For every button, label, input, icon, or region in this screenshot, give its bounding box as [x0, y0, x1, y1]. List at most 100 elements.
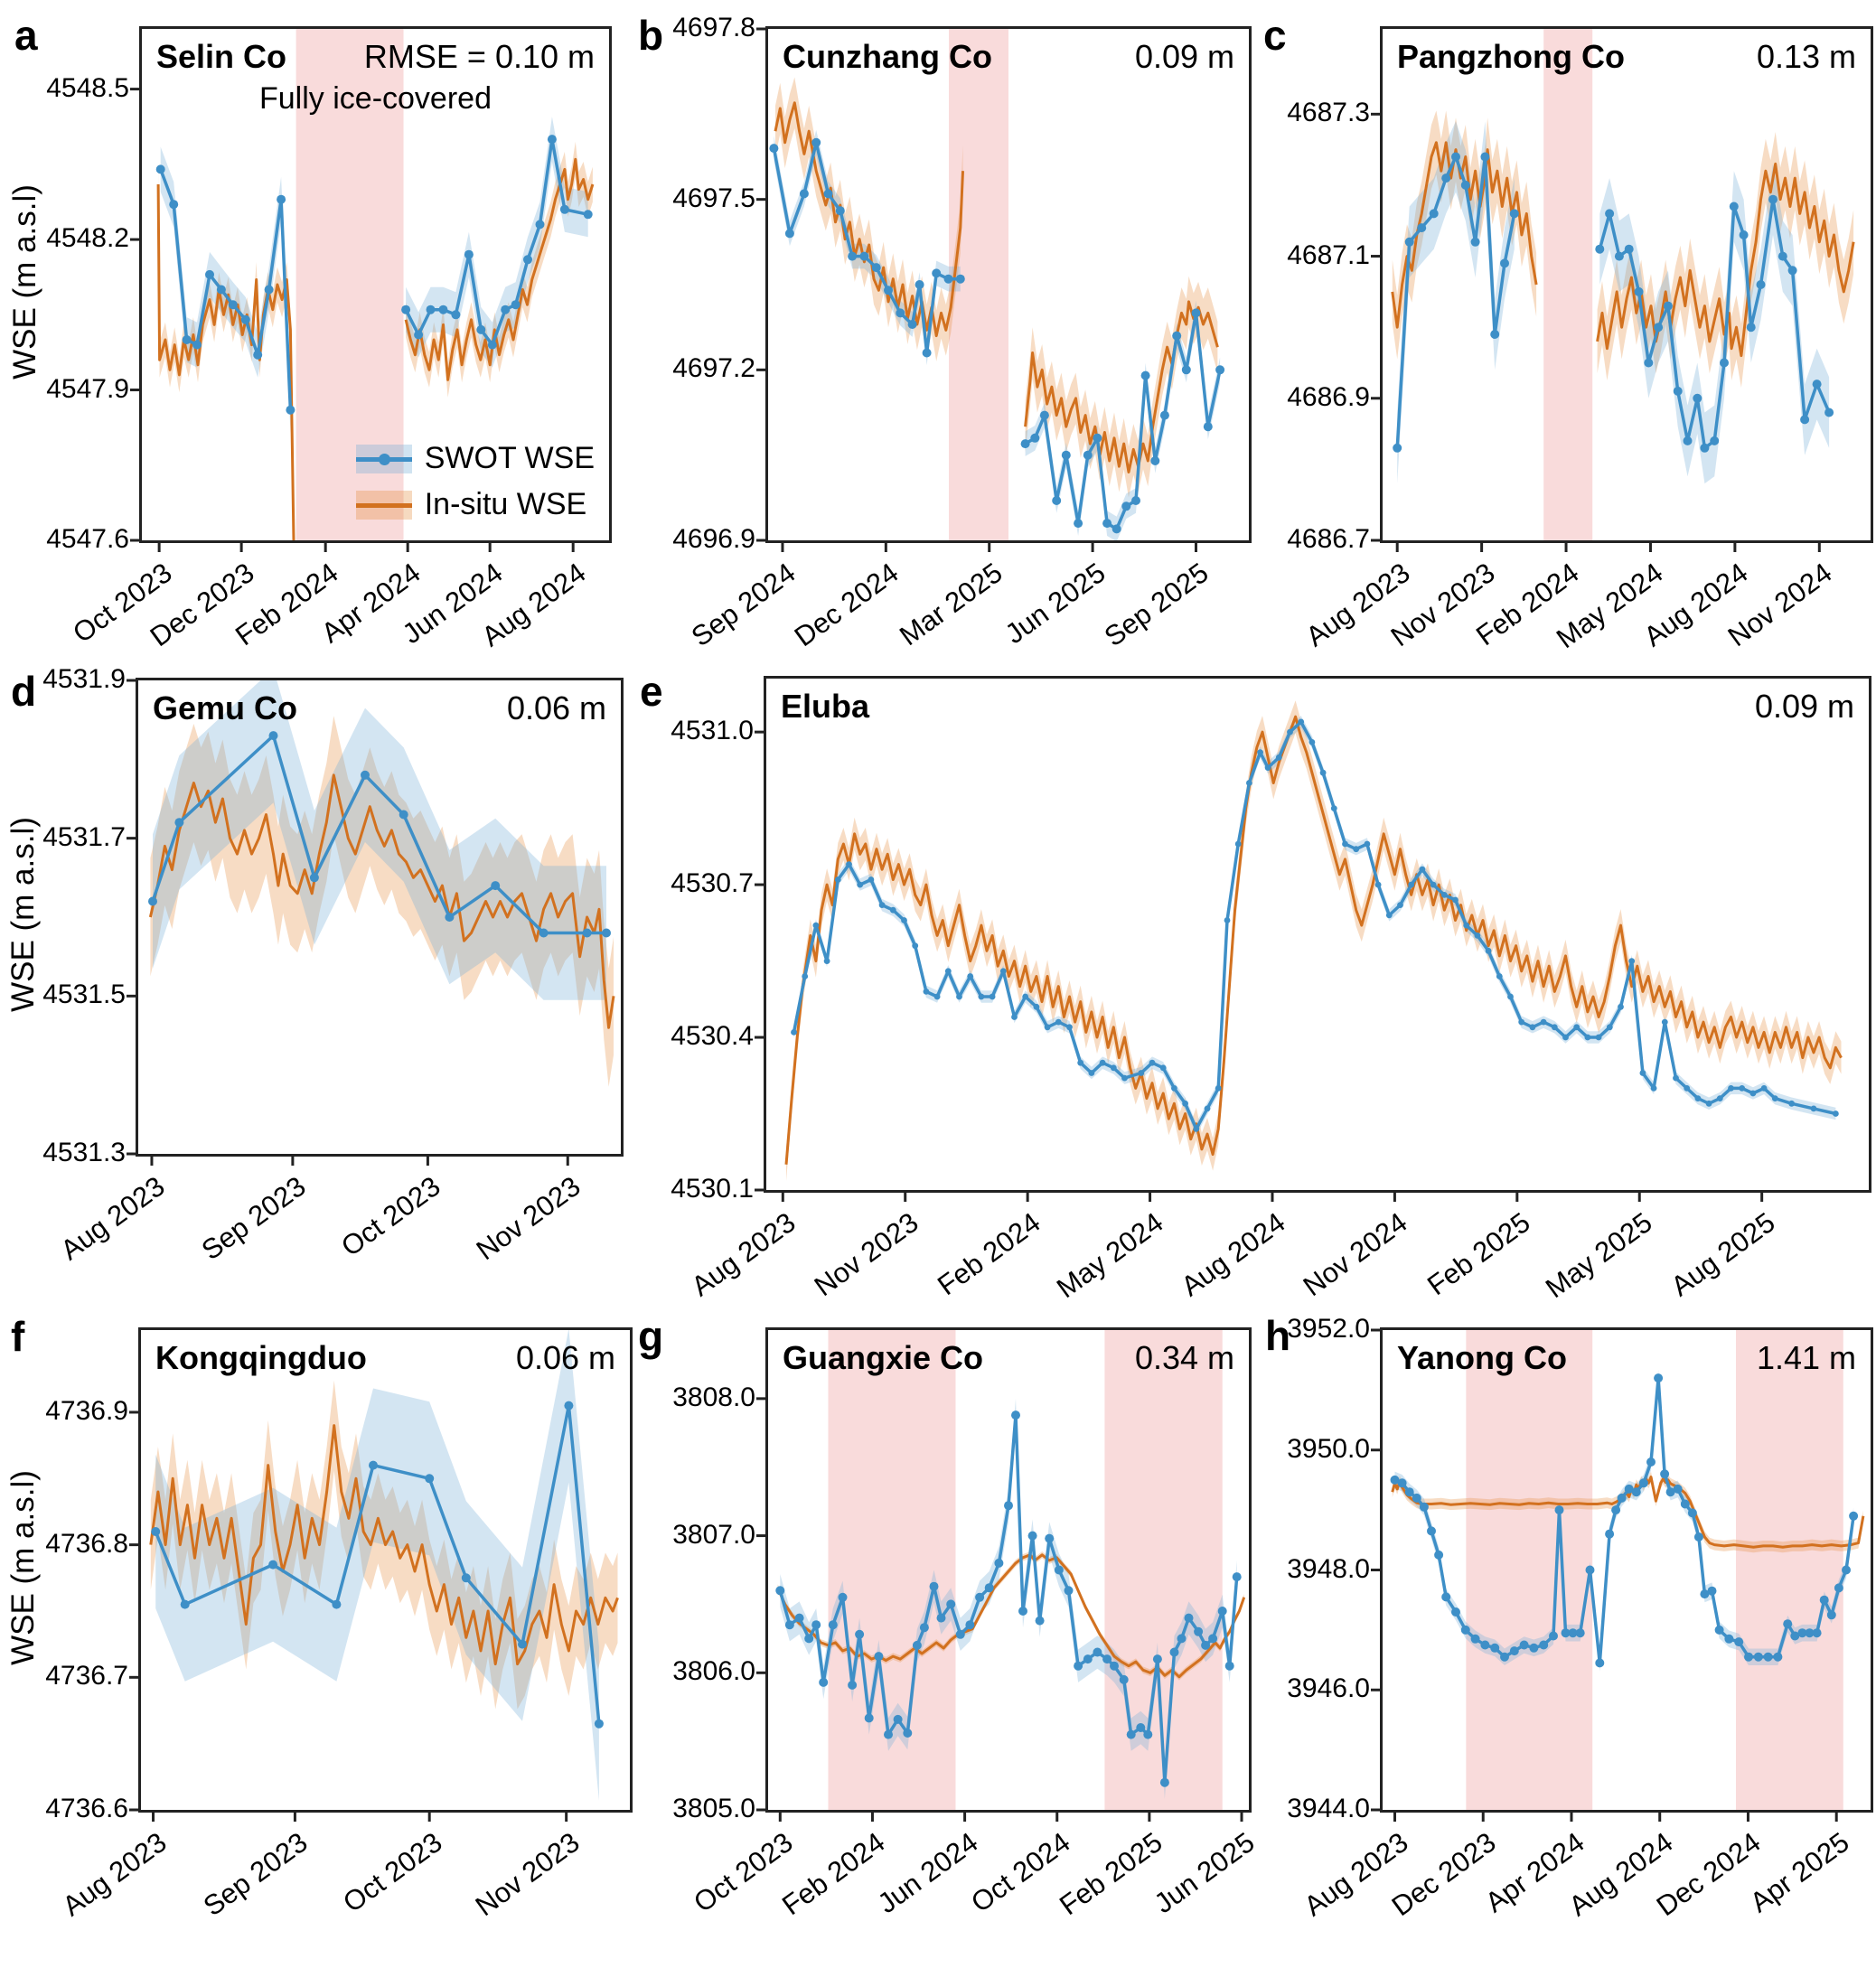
legend-item-swot: SWOT WSE — [355, 441, 595, 476]
y-axis-label-row2: WSE (m a.s.l) — [5, 817, 41, 1012]
x-tick-label: Nov 2023 — [469, 1826, 586, 1923]
x-tick-label: Jun 2025 — [999, 557, 1112, 651]
x-tick-label: May 2025 — [1540, 1206, 1658, 1305]
y-tick-label: 4686.7 — [1287, 524, 1370, 554]
panel-b-plot: Cunzhang Co 0.09 m Sep 2024 Dec 2024 Mar 2… — [672, 13, 1252, 652]
y-tick-label: 3952.0 — [1287, 1314, 1370, 1344]
panel-h-title: Yanong Co — [1397, 1339, 1567, 1376]
x-tick-label: May 2024 — [1050, 1206, 1169, 1305]
x-tick-label: Aug 2024 — [1175, 1206, 1291, 1303]
y-tick-label: 3944.0 — [1287, 1794, 1370, 1823]
x-tick-label: Aug 2023 — [685, 1206, 802, 1303]
swot-legend-label: SWOT WSE — [424, 441, 595, 475]
x-tick-label: Sep 2023 — [195, 1170, 312, 1267]
panel-f-letter: f — [11, 1313, 25, 1360]
x-tick-label: Nov 2023 — [808, 1206, 924, 1303]
panel-e-chart — [755, 700, 1843, 1202]
panel-a-letter: a — [14, 12, 38, 59]
x-tick-label: Aug 2023 — [54, 1170, 171, 1267]
y-tick-label: 4547.9 — [46, 373, 129, 404]
panel-g-plot: Guangxie Co 0.34 m Oct 2023 Feb 2024 Jun 2… — [672, 1327, 1261, 1921]
panel-a-title: Selin Co — [156, 38, 287, 75]
panel-g-rmse: 0.34 m — [1134, 1339, 1234, 1376]
x-tick-label: Feb 2025 — [1421, 1206, 1536, 1302]
y-tick-label: 4548.2 — [46, 223, 129, 254]
panel-h-rmse: 1.41 m — [1756, 1339, 1856, 1376]
panel-c-rmse: 0.13 m — [1756, 38, 1856, 75]
y-tick-label: 4548.5 — [46, 72, 129, 103]
panel-c-chart — [1371, 29, 1855, 552]
x-tick-label: Nov 2023 — [470, 1170, 586, 1267]
panel-c-plot: Pangzhong Co 0.13 m Aug 2023 Nov 2023 Feb … — [1287, 26, 1873, 654]
panel-e-title: Eluba — [781, 688, 870, 725]
panel-d-plot: Gemu Co 0.06 m Aug 2023 Sep 2023 Oct 2023 N… — [42, 664, 624, 1266]
panel-g-letter: g — [638, 1313, 664, 1360]
y-tick-label: 3948.0 — [1287, 1553, 1370, 1584]
y-tick-label: 4697.8 — [672, 13, 755, 42]
y-tick-label: 4530.7 — [671, 868, 754, 899]
swot-legend-swatch — [355, 444, 412, 473]
panel-f-title: Kongqingduo — [155, 1339, 367, 1376]
y-tick-label: 4531.0 — [671, 716, 754, 746]
panel-h-chart — [1371, 1328, 1865, 1822]
panel-g-title: Guangxie Co — [783, 1339, 984, 1376]
panel-e-letter: e — [640, 668, 663, 715]
x-tick-label: Sep 2025 — [1099, 557, 1215, 653]
x-tick-label: Feb 2024 — [932, 1206, 1046, 1302]
x-tick-label: Jun 2025 — [1148, 1826, 1261, 1920]
y-tick-label: 4687.3 — [1287, 98, 1370, 128]
y-tick-label: 3946.0 — [1287, 1673, 1370, 1704]
panel-f-chart — [129, 1330, 619, 1822]
panel-d-rmse: 0.06 m — [506, 689, 606, 726]
x-tick-label: Sep 2023 — [198, 1826, 314, 1923]
panel-d-chart — [127, 679, 615, 1166]
panel-d-title: Gemu Co — [153, 689, 298, 726]
x-tick-label: Feb 2024 — [776, 1826, 892, 1922]
panel-c-letter: c — [1263, 12, 1287, 59]
y-tick-label: 4547.6 — [46, 524, 129, 554]
ice-covered-annotation: Fully ice-covered — [259, 81, 492, 116]
legend: SWOT WSE In-situ WSE — [355, 441, 595, 522]
panel-e-plot: Eluba 0.09 m Aug 2023 Nov 2023 Feb 2024 May… — [671, 676, 1871, 1304]
panel-b-chart — [756, 27, 1225, 552]
panel-e-rmse: 0.09 m — [1754, 688, 1854, 725]
y-tick-label: 4736.8 — [45, 1528, 128, 1559]
y-tick-label: 4687.1 — [1287, 239, 1370, 270]
y-tick-label: 4530.1 — [671, 1174, 754, 1204]
y-tick-label: 4736.9 — [45, 1395, 128, 1426]
panel-g-chart — [756, 1330, 1246, 1822]
y-tick-label: 4531.7 — [42, 821, 126, 852]
y-tick-label: 4531.3 — [42, 1138, 126, 1167]
legend-item-insitu: In-situ WSE — [355, 487, 595, 522]
y-tick-label: 4736.6 — [45, 1794, 128, 1823]
panel-h-plot: Yanong Co 1.41 m Aug 2023 Dec 2023 Apr 202… — [1287, 1314, 1873, 1922]
panel-f-plot: Kongqingduo 0.06 m Aug 2023 Sep 2023 Oct 2… — [45, 1327, 633, 1922]
panel-a-rmse: RMSE = 0.10 m — [363, 38, 595, 75]
x-tick-label: Aug 2025 — [1665, 1206, 1781, 1303]
panel-a-plot: Selin Co RMSE = 0.10 m Fully ice-covered… — [46, 26, 612, 652]
y-tick-label: 4686.9 — [1287, 381, 1370, 412]
y-axis-label-row3: WSE (m a.s.l) — [5, 1470, 41, 1665]
x-tick-label: Sep 2024 — [685, 557, 802, 653]
y-tick-label: 3807.0 — [672, 1519, 755, 1550]
panel-b-letter: b — [638, 12, 664, 59]
y-tick-label: 4530.4 — [671, 1021, 754, 1052]
x-tick-label: Oct 2023 — [335, 1170, 446, 1263]
x-tick-label: Feb 2025 — [1053, 1826, 1168, 1922]
panel-f-rmse: 0.06 m — [515, 1339, 615, 1376]
panel-b-title: Cunzhang Co — [783, 38, 992, 75]
y-tick-label: 3805.0 — [672, 1794, 755, 1823]
x-tick-label: Oct 2023 — [337, 1826, 448, 1919]
x-tick-label: Mar 2025 — [893, 557, 1008, 652]
x-tick-label: Aug 2023 — [56, 1826, 173, 1923]
x-tick-label: Nov 2024 — [1298, 1206, 1413, 1303]
y-tick-label: 4736.7 — [45, 1661, 128, 1692]
y-tick-label: 4531.9 — [42, 664, 126, 694]
y-tick-label: 4697.2 — [672, 353, 755, 384]
y-tick-label: 4531.5 — [42, 979, 126, 1010]
y-tick-label: 3808.0 — [672, 1382, 755, 1412]
panel-h-letter: h — [1265, 1312, 1291, 1359]
insitu-legend-swatch — [355, 490, 412, 520]
x-tick-label: Oct 2024 — [964, 1826, 1076, 1919]
